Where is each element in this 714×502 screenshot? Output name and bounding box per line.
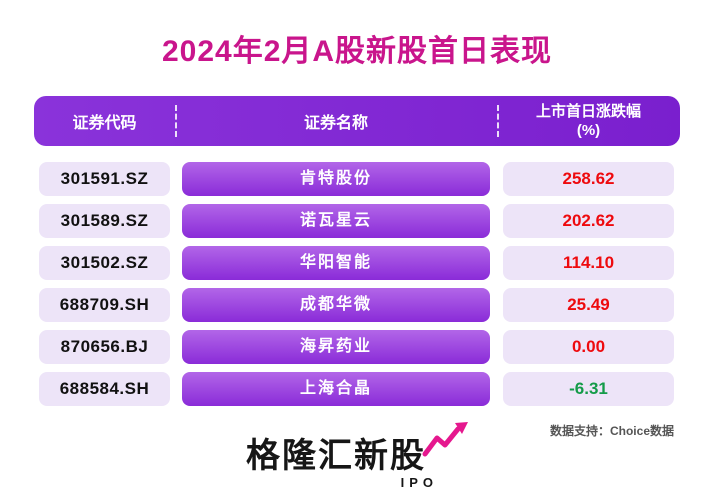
table-row: 688584.SH 上海合晶 -6.31 bbox=[34, 372, 680, 406]
logo-ipo-label: IPO bbox=[400, 475, 438, 490]
change-value: 0.00 bbox=[503, 330, 674, 364]
stock-name: 上海合晶 bbox=[182, 372, 490, 406]
change-value: 202.62 bbox=[503, 204, 674, 238]
page-title: 2024年2月A股新股首日表现 bbox=[161, 35, 553, 68]
change-value: 25.49 bbox=[503, 288, 674, 322]
stock-name: 华阳智能 bbox=[182, 246, 490, 280]
data-source-note: 数据支持：Choice数据 bbox=[549, 424, 674, 438]
header-code: 证券代码 bbox=[72, 115, 137, 132]
ipo-table: 证券代码 证券名称 上市首日涨跌幅 (%) 301591.SZ 肯特股份 258… bbox=[34, 96, 680, 406]
stock-name: 成都华微 bbox=[182, 288, 490, 322]
change-value: 258.62 bbox=[503, 162, 674, 196]
table-row: 301589.SZ 诺瓦星云 202.62 bbox=[34, 204, 680, 238]
stock-code: 301591.SZ bbox=[39, 162, 170, 196]
stock-name: 肯特股份 bbox=[182, 162, 490, 196]
trend-arrow-icon bbox=[422, 422, 468, 457]
table-row: 688709.SH 成都华微 25.49 bbox=[34, 288, 680, 322]
stock-code: 688709.SH bbox=[39, 288, 170, 322]
header-change: 上市首日涨跌幅 (%) bbox=[497, 102, 680, 141]
stock-code: 301589.SZ bbox=[39, 204, 170, 238]
footer-logo: 格隆汇新股 IPO bbox=[246, 422, 468, 490]
change-value: -6.31 bbox=[503, 372, 674, 406]
header-name: 证券名称 bbox=[175, 109, 497, 133]
stock-name: 诺瓦星云 bbox=[182, 204, 490, 238]
table-row: 301591.SZ 肯特股份 258.62 bbox=[34, 162, 680, 196]
change-value: 114.10 bbox=[503, 246, 674, 280]
table-body: 301591.SZ 肯特股份 258.62 301589.SZ 诺瓦星云 202… bbox=[34, 162, 680, 406]
stock-code: 870656.BJ bbox=[39, 330, 170, 364]
stock-code: 688584.SH bbox=[39, 372, 170, 406]
table-header: 证券代码 证券名称 上市首日涨跌幅 (%) bbox=[34, 96, 680, 146]
table-row: 870656.BJ 海昇药业 0.00 bbox=[34, 330, 680, 364]
table-row: 301502.SZ 华阳智能 114.10 bbox=[34, 246, 680, 280]
logo-text: 格隆汇新股 bbox=[246, 437, 426, 475]
stock-code: 301502.SZ bbox=[39, 246, 170, 280]
stock-name: 海昇药业 bbox=[182, 330, 490, 364]
